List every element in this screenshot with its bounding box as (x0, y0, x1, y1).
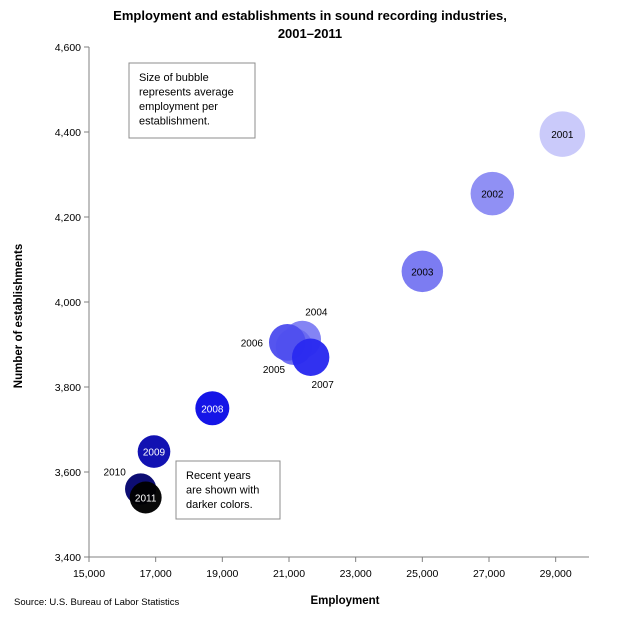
bubble-2002 (470, 171, 515, 216)
x-tick-label: 27,000 (473, 568, 505, 580)
size-note-text: Size of bubble (139, 72, 209, 84)
color-note-text: are shown with (186, 485, 259, 497)
size-note-box (128, 62, 256, 139)
bubble-2008 (195, 391, 230, 426)
bubble-label-2004: 2004 (305, 308, 328, 319)
bubble-label-2001: 2001 (551, 130, 574, 141)
bubble-2009 (137, 435, 171, 468)
color-note-text: darker colors. (186, 499, 253, 511)
color-note-box (175, 460, 281, 520)
bubble-2011 (129, 481, 162, 514)
y-tick-label: 4,000 (55, 297, 81, 309)
y-tick-label: 4,200 (55, 212, 81, 224)
x-tick-label: 19,000 (206, 568, 238, 580)
annotations: Size of bubble represents average employme… (128, 62, 281, 520)
y-tick-label: 4,400 (55, 127, 81, 139)
source-note: Source: U.S. Bureau of Labor Statistics (14, 597, 180, 608)
y-tick-label: 3,800 (55, 382, 81, 394)
x-tick-label: 17,000 (140, 568, 172, 580)
bubble-2007 (291, 338, 330, 376)
bubble-label-2006: 2006 (241, 338, 264, 349)
size-note-text: employment per (139, 101, 218, 113)
y-tick-label: 3,400 (55, 552, 81, 564)
color-note-text: Recent years (186, 470, 251, 482)
x-tick-label: 29,000 (540, 568, 572, 580)
bubble-label-2010: 2010 (104, 467, 127, 478)
bubble-label-2011: 2011 (135, 494, 157, 505)
bubble-label-2009: 2009 (143, 448, 166, 459)
size-note-text: represents average (139, 87, 234, 99)
chart-title-line-1: Employment and establishments in sound r… (113, 8, 507, 23)
bubble-label-2002: 2002 (481, 190, 504, 201)
x-axis-label: Employment (310, 595, 379, 607)
size-note-text: establishment. (139, 116, 210, 128)
chart-title-line-2: 2001–2011 (278, 26, 342, 41)
y-axis-label: Number of establishments (13, 244, 25, 388)
x-tick-label: 23,000 (340, 568, 372, 580)
x-tick-label: 21,000 (273, 568, 305, 580)
y-tick-label: 4,600 (55, 42, 81, 54)
bubble-2003 (401, 250, 444, 293)
bubble-label-2008: 2008 (201, 404, 224, 415)
bubble-label-2003: 2003 (411, 267, 434, 278)
axes: 3,400 3,600 3,800 4,000 4,200 4,400 4,600 15,00… (55, 42, 589, 580)
bubble-2001 (539, 111, 586, 157)
bubble-label-2005: 2005 (263, 365, 286, 376)
y-tick-label: 3,600 (55, 467, 81, 479)
x-tick-label: 25,000 (406, 568, 438, 580)
bubbles: 2001 2002 2003 2004 2005 2006 2007 2008 2009 2010… (104, 111, 586, 514)
x-tick-label: 15,000 (73, 568, 105, 580)
bubble-label-2007: 2007 (312, 380, 335, 391)
